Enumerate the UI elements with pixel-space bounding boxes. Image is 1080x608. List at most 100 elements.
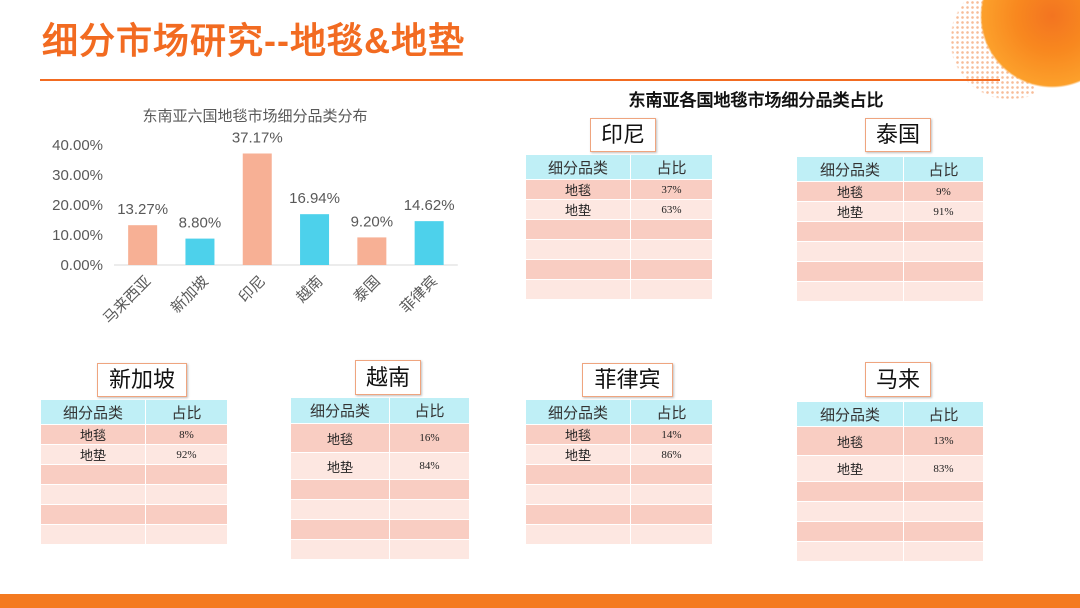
y-tick-label: 20.00% (52, 197, 103, 214)
country-table-philippines: 菲律宾 细分品类 占比 地毯 14% 地垫 86% (526, 363, 712, 545)
empty-cell (797, 282, 904, 302)
header-category: 细分品类 (526, 155, 631, 180)
empty-cell (41, 465, 146, 485)
share-cell: 91% (904, 202, 983, 222)
empty-cell (797, 542, 904, 562)
category-label: 菲律宾 (397, 273, 441, 317)
country-table-malaysia: 马来细分品类 占比 地毯 13% 地垫 83% (797, 362, 983, 562)
table-row (526, 525, 712, 545)
empty-cell (526, 280, 631, 300)
share-cell: 84% (390, 453, 469, 480)
country-table-singapore: 新加坡 细分品类 占比 地毯 8% 地垫 92% (41, 363, 227, 545)
table-row (291, 540, 469, 560)
empty-cell (526, 485, 631, 505)
country-table-indonesia: 印尼 细分品类 占比 地毯 37% 地垫 63% (526, 118, 712, 300)
empty-cell (526, 505, 631, 525)
category-label: 马来西亚 (100, 273, 154, 327)
table-row: 地垫 84% (291, 453, 469, 480)
empty-cell (291, 540, 390, 560)
empty-cell (631, 260, 712, 280)
table-header-row: 细分品类 占比 (41, 400, 227, 425)
category-cell: 地毯 (41, 425, 146, 445)
empty-cell (631, 220, 712, 240)
empty-cell (797, 242, 904, 262)
empty-cell (631, 240, 712, 260)
header-category: 细分品类 (291, 398, 390, 424)
tables-heading: 东南亚各国地毯市场细分品类占比 (628, 91, 884, 110)
category-label: 泰国 (350, 273, 383, 306)
table-row: 地垫 91% (797, 202, 983, 222)
empty-cell (904, 482, 983, 502)
bar-vietnam (300, 214, 330, 265)
table-row (41, 465, 227, 485)
decorative-circle (960, 0, 1080, 100)
category-cell: 地毯 (526, 180, 631, 200)
share-cell: 8% (146, 425, 227, 445)
category-cell: 地毯 (797, 427, 904, 456)
table-header-row: 细分品类 占比 (291, 398, 469, 424)
table-row: 地毯 9% (797, 182, 983, 202)
table-row (797, 242, 983, 262)
table-row (526, 220, 712, 240)
empty-cell (904, 542, 983, 562)
share-cell: 63% (631, 200, 712, 220)
table-row: 地毯 14% (526, 425, 712, 445)
table-row (291, 500, 469, 520)
country-label: 新加坡 (97, 363, 187, 397)
category-cell: 地垫 (797, 202, 904, 222)
category-cell: 地垫 (526, 200, 631, 220)
share-cell: 37% (631, 180, 712, 200)
table-row (797, 222, 983, 242)
country-label: 马来 (865, 362, 931, 397)
table-row (797, 262, 983, 282)
chart-title: 东南亚六国地毯市场细分品类分布 (142, 108, 367, 125)
empty-cell (146, 505, 227, 525)
empty-cell (146, 525, 227, 545)
share-table: 细分品类 占比 地毯 13% 地垫 83% (797, 402, 983, 562)
category-cell: 地毯 (526, 425, 631, 445)
share-cell: 83% (904, 456, 983, 482)
header-share: 占比 (904, 402, 983, 427)
empty-cell (904, 262, 983, 282)
table-row (41, 505, 227, 525)
share-cell: 86% (631, 445, 712, 465)
empty-cell (797, 502, 904, 522)
empty-cell (631, 505, 712, 525)
category-cell: 地垫 (291, 453, 390, 480)
y-tick-label: 10.00% (52, 227, 103, 244)
bar-value-label: 8.80% (179, 215, 222, 232)
empty-cell (631, 280, 712, 300)
empty-cell (904, 522, 983, 542)
empty-cell (904, 222, 983, 242)
header-category: 细分品类 (797, 402, 904, 427)
country-table-vietnam: 越南 细分品类 占比 地毯 16% 地垫 84% (291, 360, 469, 560)
empty-cell (291, 500, 390, 520)
empty-cell (41, 485, 146, 505)
header-category: 细分品类 (41, 400, 146, 425)
empty-cell (904, 502, 983, 522)
empty-cell (631, 485, 712, 505)
header-share: 占比 (904, 157, 983, 182)
bar-value-label: 13.27% (117, 201, 168, 218)
empty-cell (390, 540, 469, 560)
slide-title: 细分市场研究--地毯&地垫 (42, 20, 465, 61)
empty-cell (291, 480, 390, 500)
share-table: 细分品类 占比 地毯 16% 地垫 84% (291, 398, 469, 560)
table-row (526, 505, 712, 525)
empty-cell (526, 465, 631, 485)
table-row (526, 280, 712, 300)
bar-malaysia (128, 225, 158, 265)
empty-cell (390, 500, 469, 520)
empty-cell (797, 482, 904, 502)
country-label: 印尼 (590, 118, 656, 152)
bar-indonesia (242, 153, 272, 265)
table-row (526, 260, 712, 280)
y-tick-label: 30.00% (52, 167, 103, 184)
bar-chart: 东南亚六国地毯市场细分品类分布 0.00% 10.00% 20.00% 30.00% 4… (52, 108, 458, 327)
table-row (41, 525, 227, 545)
share-cell: 9% (904, 182, 983, 202)
empty-cell (526, 525, 631, 545)
table-header-row: 细分品类 占比 (797, 157, 983, 182)
category-cell: 地毯 (291, 424, 390, 453)
